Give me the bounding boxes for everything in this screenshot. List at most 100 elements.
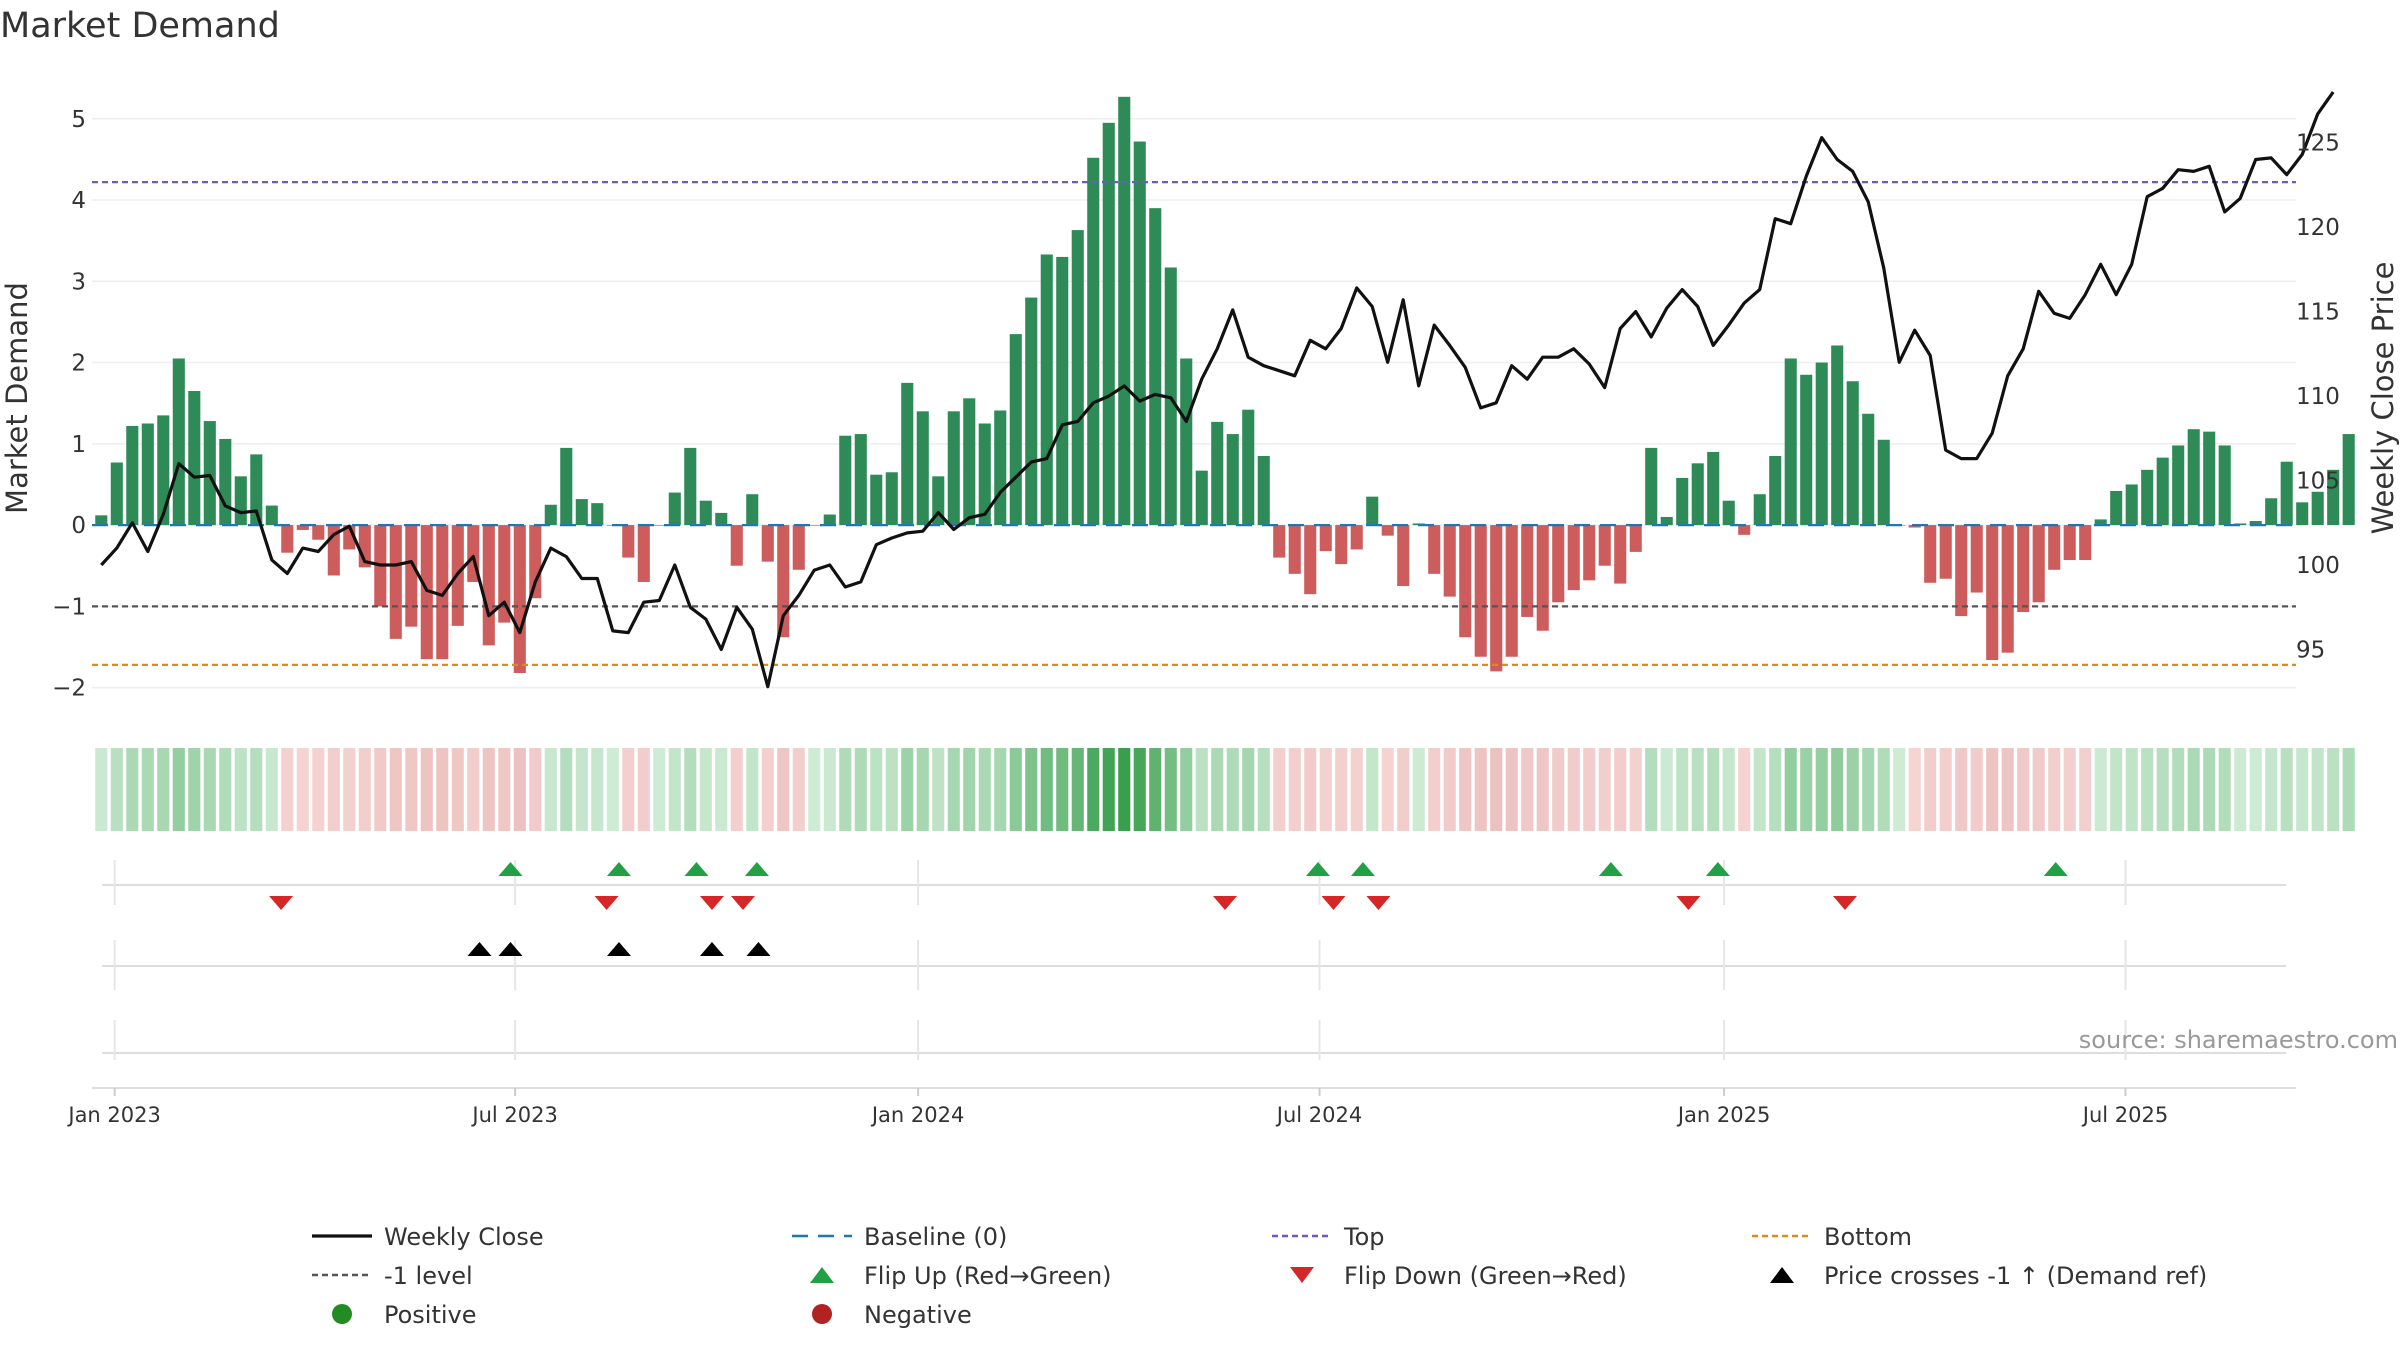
demand-strip-cell	[1211, 748, 1224, 831]
demand-strip-cell	[203, 748, 216, 831]
demand-strip-cell	[234, 748, 247, 831]
demand-strip-cell	[250, 748, 263, 831]
demand-strip-cell	[1722, 748, 1735, 831]
demand-strip-cell	[2218, 748, 2231, 831]
demand-strip-cell	[513, 748, 526, 831]
demand-strip-cell	[885, 748, 898, 831]
demand-strip-cell	[1071, 748, 1084, 831]
demand-strip-cell	[1629, 748, 1642, 831]
demand-strip-cell	[188, 748, 201, 831]
demand-strip-cell	[1676, 748, 1689, 831]
demand-strip-cell	[1304, 748, 1317, 831]
demand-bar-negative	[637, 525, 650, 582]
demand-bar-positive	[560, 447, 573, 526]
demand-strip-cell	[327, 748, 340, 831]
x-tick-label: Jan 2023	[66, 1103, 161, 1127]
legend-item: Weekly Close	[312, 1223, 544, 1251]
legend-item: Price crosses -1 ↑ (Demand ref)	[1770, 1262, 2207, 1290]
demand-bar-negative	[1583, 525, 1596, 581]
demand-strip-cell	[1505, 748, 1518, 831]
demand-bar-positive	[1242, 409, 1255, 526]
chart-title: Market Demand	[0, 6, 280, 46]
demand-bar-positive	[1009, 334, 1022, 526]
flip-up-marker	[1350, 862, 1375, 876]
demand-bar-negative	[498, 525, 511, 623]
demand-bar-positive	[575, 499, 588, 526]
demand-bar-positive	[2327, 469, 2340, 526]
demand-bar-negative	[1552, 525, 1565, 603]
demand-bar-positive	[1195, 470, 1208, 526]
demand-bar-positive	[2187, 429, 2200, 526]
y-tick-label: 5	[71, 107, 86, 133]
demand-strip-cell	[715, 748, 728, 831]
source-credit: source: sharemaestro.com	[2079, 1026, 2398, 1054]
demand-strip-cell	[1862, 748, 1875, 831]
demand-bar-negative	[1397, 525, 1410, 587]
demand-strip-cell	[761, 748, 774, 831]
demand-strip-cell	[1924, 748, 1937, 831]
flip-down-marker	[699, 896, 724, 910]
demand-bar-positive	[1862, 413, 1875, 526]
demand-strip-cell	[1660, 748, 1673, 831]
demand-strip-cell	[2172, 748, 2185, 831]
y-tick-label: 3	[71, 269, 86, 295]
demand-strip-cell	[591, 748, 604, 831]
demand-bar-negative	[1505, 525, 1518, 657]
demand-bar-positive	[1707, 451, 1720, 526]
flip-up-marker	[1598, 862, 1623, 876]
y-tick-label: 1	[71, 432, 86, 458]
demand-strip-cell	[1800, 748, 1813, 831]
demand-strip-cell	[699, 748, 712, 831]
demand-bar-positive	[591, 503, 604, 526]
demand-bar-negative	[1319, 525, 1332, 552]
demand-bar-positive	[885, 472, 898, 526]
demand-strip-cell	[575, 748, 588, 831]
demand-strip-cell	[1397, 748, 1410, 831]
demand-strip-cell	[2079, 748, 2092, 831]
demand-bar-negative	[482, 525, 495, 646]
demand-strip-cell	[1149, 748, 1162, 831]
price-cross-marker	[467, 942, 492, 956]
y2-tick-label: 105	[2296, 469, 2340, 495]
demand-bar-negative	[405, 525, 418, 627]
demand-strip-cell	[901, 748, 914, 831]
demand-strip-cell	[994, 748, 1007, 831]
demand-bar-negative	[1567, 525, 1580, 591]
demand-strip-cell	[312, 748, 325, 831]
demand-strip-cell	[436, 748, 449, 831]
demand-strip-cell	[374, 748, 387, 831]
demand-bar-negative	[2063, 525, 2076, 561]
demand-strip-cell	[1412, 748, 1425, 831]
flip-up-marker	[2043, 862, 2068, 876]
demand-bar-positive	[2249, 521, 2262, 526]
demand-strip-cell	[1986, 748, 1999, 831]
demand-strip-cell	[1521, 748, 1534, 831]
flip-down-marker	[1832, 896, 1857, 910]
demand-strip-cell	[1784, 748, 1797, 831]
demand-strip-cell	[544, 748, 557, 831]
demand-strip-cell	[1769, 748, 1782, 831]
demand-bar-positive	[2094, 519, 2107, 526]
demand-strip-cell	[777, 748, 790, 831]
demand-strip-cell	[668, 748, 681, 831]
demand-bar-positive	[250, 454, 263, 526]
legend-dot-icon	[332, 1304, 352, 1324]
demand-strip-cell	[1102, 748, 1115, 831]
price-cross-marker	[746, 942, 771, 956]
demand-bar-negative	[1288, 525, 1301, 574]
demand-strip-cell	[1970, 748, 1983, 831]
demand-bar-negative	[2048, 525, 2061, 570]
demand-bar-positive	[1257, 456, 1270, 526]
demand-bar-positive	[746, 494, 759, 526]
demand-strip-cell	[2094, 748, 2107, 831]
demand-strip-cell	[1955, 748, 1968, 831]
demand-bar-positive	[141, 423, 154, 526]
demand-bar-negative	[1443, 525, 1456, 597]
demand-strip-cell	[2187, 748, 2200, 831]
demand-strip-cell	[1691, 748, 1704, 831]
demand-bar-positive	[2172, 445, 2185, 526]
demand-bar-positive	[916, 411, 929, 526]
legend-item: Flip Up (Red→Green)	[810, 1262, 1112, 1290]
demand-bar-positive	[544, 504, 557, 526]
demand-strip-cell	[1738, 748, 1751, 831]
